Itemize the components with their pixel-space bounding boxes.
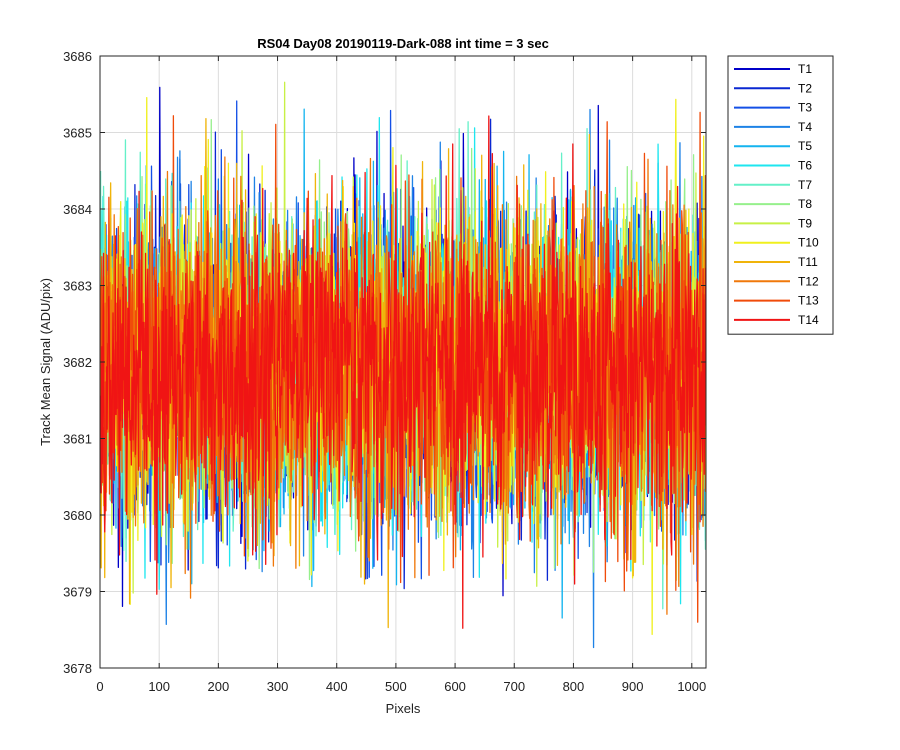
legend-label: T5	[798, 139, 812, 153]
legend-label: T6	[798, 159, 812, 173]
legend-label: T13	[798, 294, 819, 308]
x-tick-label: 500	[385, 679, 407, 694]
x-axis-label: Pixels	[386, 701, 421, 716]
series-group	[100, 81, 706, 649]
y-tick-label: 3684	[63, 202, 92, 217]
legend-box	[727, 55, 834, 335]
x-tick-label: 100	[148, 679, 170, 694]
x-tick-label: 300	[267, 679, 289, 694]
legend: T1 T2 T3 T4 T5 T6 T7 T8 T9 T10 T11 T12 T13 T14	[727, 55, 834, 335]
legend-label: T2	[798, 81, 812, 95]
legend-label: T12	[798, 274, 819, 288]
y-tick-label: 3683	[63, 279, 92, 294]
x-tick-label: 700	[503, 679, 525, 694]
legend-label: T8	[798, 197, 812, 211]
y-tick-label: 3678	[63, 661, 92, 676]
chart-title: RS04 Day08 20190119-Dark-088 int time = …	[257, 36, 549, 51]
x-tick-label: 200	[208, 679, 230, 694]
legend-label: T7	[798, 178, 812, 192]
legend-label: T9	[798, 216, 812, 230]
legend-label: T1	[798, 62, 812, 76]
y-tick-label: 3679	[63, 585, 92, 600]
legend-label: T14	[798, 313, 819, 327]
series-line-t14	[100, 115, 706, 629]
y-axis-label: Track Mean Signal (ADU/pix)	[38, 278, 53, 446]
y-tick-label: 3681	[63, 432, 92, 447]
legend-label: T11	[798, 255, 818, 269]
x-tick-label: 600	[444, 679, 466, 694]
x-tick-label: 900	[622, 679, 644, 694]
y-tick-label: 3682	[63, 355, 92, 370]
legend-label: T3	[798, 101, 812, 115]
x-tick-label: 400	[326, 679, 348, 694]
x-tick-label: 1000	[677, 679, 706, 694]
y-tick-label: 3680	[63, 508, 92, 523]
x-tick-label: 800	[563, 679, 585, 694]
legend-label: T4	[798, 120, 812, 134]
y-tick-label: 3685	[63, 126, 92, 141]
axis-ticks: 0 100 200 300 400 500 600 700 800 900 1000 3678 3679…	[63, 49, 706, 694]
y-tick-label: 3686	[63, 49, 92, 64]
legend-label: T10	[798, 236, 819, 250]
x-tick-label: 0	[96, 679, 103, 694]
